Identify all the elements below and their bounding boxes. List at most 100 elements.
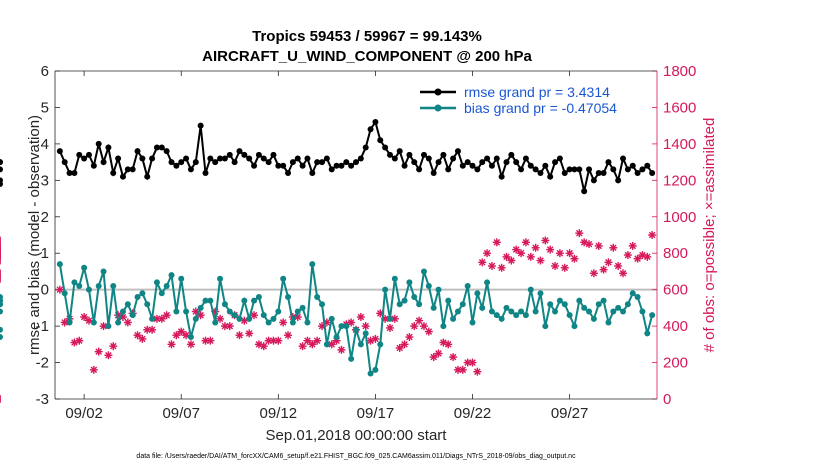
rmse-point [134, 148, 141, 155]
obs-count-point [177, 327, 186, 336]
obs-count-point [250, 311, 259, 320]
rmse-point [435, 159, 442, 166]
rmse-point [251, 162, 258, 169]
rmse-point [309, 170, 316, 177]
bias-point [605, 319, 612, 326]
rmse-point [285, 170, 292, 177]
bias-point [537, 290, 544, 297]
rmse-point [231, 159, 238, 166]
bias-point [110, 283, 117, 290]
y-right-tick-label: 0 [663, 391, 671, 408]
bias-series [0, 261, 656, 377]
rmse-point [56, 148, 63, 155]
bias-point [265, 319, 272, 326]
obs-count-point [463, 358, 472, 367]
rmse-point [610, 166, 617, 173]
obs-count-point [400, 340, 409, 349]
bias-point [639, 308, 646, 315]
bias-point [149, 315, 156, 322]
rmse-point [338, 162, 345, 169]
rmse-point [416, 166, 423, 173]
obs-count-point [415, 316, 424, 325]
obs-count-point [245, 329, 254, 338]
rmse-point [459, 162, 466, 169]
bias-point [124, 301, 131, 308]
obs-count-point [468, 358, 477, 367]
obs-count-point [133, 331, 142, 340]
rmse-point [624, 166, 631, 173]
data-file-footer: data file: /Users/raeder/DAI/ATM_forcXX/… [136, 453, 576, 460]
bias-point [600, 297, 607, 304]
x-tick-label: 09/27 [551, 405, 589, 422]
y-left-tick-label: 4 [41, 136, 49, 153]
bias-point [595, 301, 602, 308]
rmse-point [377, 137, 384, 144]
obs-count-point [551, 261, 560, 270]
rmse-point [241, 151, 248, 158]
bias-point [488, 308, 495, 315]
obs-count-point [89, 365, 98, 374]
bias-point [624, 301, 631, 308]
bias-point [474, 290, 481, 297]
rmse-point [581, 188, 588, 195]
bias-point [246, 315, 253, 322]
rmse-point [547, 173, 554, 180]
rmse-point [401, 162, 408, 169]
obs-count-point [148, 325, 157, 334]
rmse-point [644, 162, 651, 169]
rmse-point [454, 148, 461, 155]
plot-area [55, 71, 657, 399]
rmse-point [382, 144, 389, 151]
obs-count-point [419, 322, 428, 331]
obs-count-point [604, 258, 613, 267]
obs-count-point [521, 238, 530, 247]
rmse-point [129, 166, 136, 173]
left-y-axis-ticks: -3 -2 -1 0 1 2 3 4 5 6 [36, 63, 60, 408]
x-tick-label: 09/17 [357, 405, 395, 422]
rmse-point [323, 155, 330, 162]
x-axis-ticks: 09/02 09/07 09/12 09/17 09/22 09/27 [65, 71, 588, 422]
bias-point [377, 341, 384, 348]
rmse-point [605, 159, 612, 166]
rmse-point [406, 151, 413, 158]
right-y-axis-ticks: 0 200 400 600 800 1000 1200 1400 1600 1800 [652, 63, 696, 408]
bias-point [212, 319, 219, 326]
rmse-point [367, 126, 374, 133]
bias-point [71, 279, 78, 286]
rmse-point [212, 159, 219, 166]
obs-count-point [619, 269, 628, 278]
y-right-tick-label: 1600 [663, 99, 696, 116]
rmse-point [119, 173, 126, 180]
bias-point [615, 304, 622, 311]
bias-point [425, 283, 432, 290]
rmse-point [207, 155, 214, 162]
chart-title-line1: Tropics 59453 / 59967 = 99.143% [252, 28, 482, 45]
bias-point [586, 308, 593, 315]
bias-point [0, 301, 3, 308]
bias-point [251, 297, 258, 304]
rmse-point [66, 170, 73, 177]
bias-point [0, 326, 3, 333]
rmse-point [265, 159, 272, 166]
bias-point [338, 323, 345, 330]
bias-point [231, 312, 238, 319]
rmse-point [590, 177, 597, 184]
obs-count-point [104, 351, 113, 360]
rmse-point [576, 166, 583, 173]
rmse-point [95, 140, 102, 147]
rmse-point [110, 170, 117, 177]
legend-rmse-marker [434, 88, 442, 96]
bias-point [90, 319, 97, 326]
bias-point [168, 272, 175, 279]
y-left-tick-label: 0 [41, 282, 49, 299]
rmse-point [450, 155, 457, 162]
rmse-point [348, 162, 355, 169]
rmse-point [556, 155, 563, 162]
obs-count-point [502, 252, 511, 261]
obs-count-point [109, 342, 118, 351]
rmse-point [571, 166, 578, 173]
obs-count-point [492, 238, 501, 247]
y-right-tick-label: 1400 [663, 136, 696, 153]
bias-point [527, 286, 534, 293]
y-left-tick-label: 2 [41, 209, 49, 226]
